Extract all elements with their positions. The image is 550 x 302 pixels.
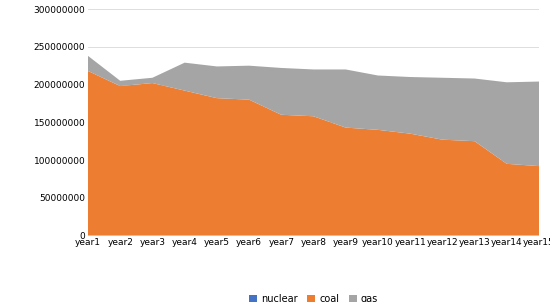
Legend: nuclear, coal, gas: nuclear, coal, gas — [245, 290, 382, 302]
